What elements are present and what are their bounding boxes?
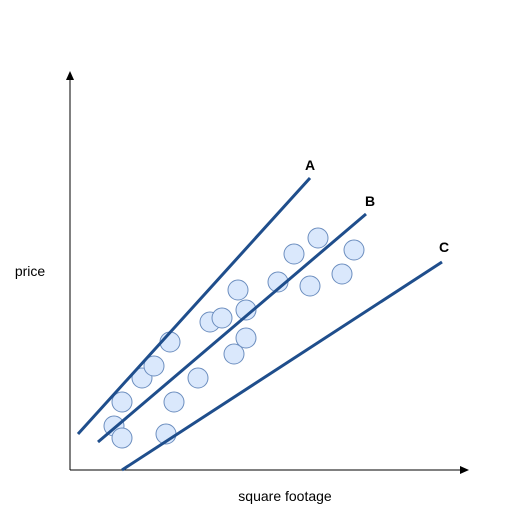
fit-line-labels: A B C: [305, 157, 449, 255]
data-point-2: [111, 427, 133, 449]
data-point-19: [307, 227, 329, 249]
x-axis-label: square footage: [238, 488, 332, 504]
fit-line-c: [121, 260, 443, 472]
data-point-3: [111, 391, 133, 413]
data-point-18: [299, 275, 321, 297]
data-point-9: [187, 367, 209, 389]
fit-line-label-a: A: [305, 157, 315, 173]
axes: [66, 71, 469, 474]
data-point-15: [235, 299, 257, 321]
fit-line-label-c: C: [439, 239, 449, 255]
data-point-13: [227, 279, 249, 301]
data-points: [103, 227, 365, 449]
y-axis-label: price: [15, 263, 46, 279]
data-point-20: [331, 263, 353, 285]
data-point-8: [163, 391, 185, 413]
fit-line-b: [97, 212, 367, 444]
data-point-14: [235, 327, 257, 349]
data-point-12: [223, 343, 245, 365]
fit-lines: [76, 176, 443, 472]
data-point-5: [143, 355, 165, 377]
fit-line-a: [76, 176, 312, 436]
data-point-11: [211, 307, 233, 329]
data-point-17: [283, 243, 305, 265]
fit-line-label-b: B: [365, 193, 375, 209]
data-point-21: [343, 239, 365, 261]
